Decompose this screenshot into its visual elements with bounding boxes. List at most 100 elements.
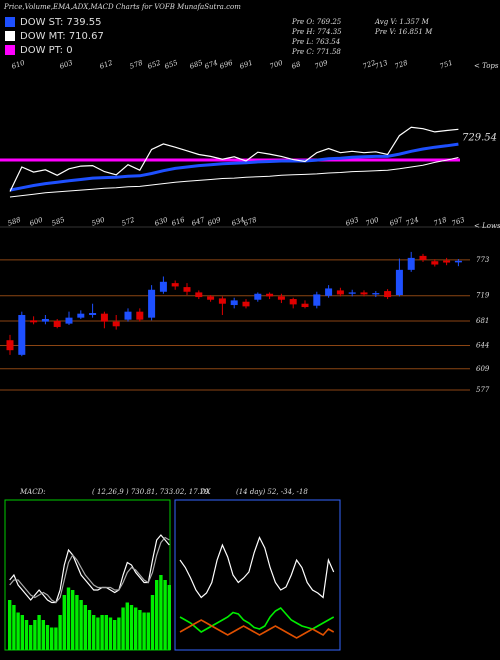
macd-bar bbox=[134, 607, 138, 650]
macd-frame bbox=[4, 499, 171, 651]
low-label: 678 bbox=[243, 215, 259, 227]
legend-swatch bbox=[5, 45, 15, 55]
macd-bar bbox=[138, 610, 142, 650]
candle-body bbox=[112, 321, 120, 327]
candle-body bbox=[372, 293, 380, 295]
stat: Pre C: 771.58 bbox=[291, 48, 341, 56]
low-label: 588 bbox=[7, 215, 23, 227]
macd-label: MACD: bbox=[19, 488, 46, 496]
candle-body bbox=[136, 311, 144, 320]
low-label: 600 bbox=[29, 215, 45, 227]
y-tick-label: 577 bbox=[476, 386, 490, 394]
y-tick-label: 609 bbox=[476, 365, 490, 373]
macd-bar bbox=[155, 580, 159, 650]
macd-bar bbox=[129, 605, 134, 650]
macd-bar bbox=[12, 605, 16, 650]
candle-body bbox=[207, 296, 215, 300]
candle-body bbox=[325, 288, 333, 296]
top-label: 700 bbox=[269, 58, 285, 70]
adx-line bbox=[179, 535, 335, 599]
low-label: 630 bbox=[154, 215, 170, 227]
macd-bar bbox=[146, 612, 150, 650]
low-label: 724 bbox=[405, 216, 420, 228]
macd-bar bbox=[96, 617, 100, 650]
low-label: 700 bbox=[365, 215, 381, 227]
low-label: 697 bbox=[389, 215, 405, 227]
macd-bar bbox=[62, 595, 66, 650]
macd-bar bbox=[87, 610, 92, 650]
candle-body bbox=[148, 289, 156, 318]
ema-line bbox=[9, 157, 459, 198]
candle-body bbox=[30, 320, 38, 323]
candle-body bbox=[183, 287, 191, 292]
candle-body bbox=[266, 293, 274, 297]
candle-body bbox=[348, 292, 356, 294]
low-label: 585 bbox=[51, 215, 67, 227]
low-label: 693 bbox=[345, 215, 361, 227]
candle-body bbox=[277, 296, 285, 300]
macd-line bbox=[9, 534, 170, 604]
top-label: 68 bbox=[291, 60, 303, 71]
adx-params: (14 day) 52, -34, -18 bbox=[236, 488, 308, 496]
top-label: 603 bbox=[59, 58, 75, 70]
candle-body bbox=[242, 301, 250, 307]
top-label: 709 bbox=[314, 58, 330, 70]
top-label: 696 bbox=[219, 58, 235, 70]
macd-bar bbox=[79, 600, 83, 650]
candle-body bbox=[431, 261, 439, 265]
top-label: 612 bbox=[99, 58, 115, 70]
candle-body bbox=[407, 257, 415, 270]
macd-bar bbox=[125, 602, 129, 650]
macd-bar bbox=[163, 580, 167, 650]
top-label: 751 bbox=[439, 59, 454, 71]
macd-bar bbox=[167, 585, 171, 650]
candle-body bbox=[254, 293, 262, 300]
macd-params: ( 12,26,9 ) 730.81, 733.02, 17.79 bbox=[92, 488, 209, 496]
candle-body bbox=[384, 291, 392, 298]
candle-body bbox=[159, 281, 167, 292]
macd-bar bbox=[20, 615, 24, 650]
macd-bar bbox=[24, 620, 29, 650]
legend-label: DOW PT: 0 bbox=[20, 45, 73, 56]
adx-line bbox=[179, 606, 335, 633]
candle-body bbox=[77, 313, 85, 318]
low-label: 763 bbox=[451, 215, 467, 227]
stat: Pre O: 769.25 bbox=[291, 18, 342, 26]
low-label: 718 bbox=[433, 215, 449, 227]
top-label: 713 bbox=[374, 58, 390, 70]
macd-bar bbox=[83, 605, 87, 650]
top-label: 674 bbox=[204, 59, 219, 71]
candle-body bbox=[18, 315, 26, 355]
macd-bar bbox=[150, 595, 155, 650]
macd-bar bbox=[41, 620, 45, 650]
top-label: 655 bbox=[164, 58, 180, 70]
macd-bar bbox=[108, 617, 113, 650]
y-tick-label: 644 bbox=[476, 342, 489, 350]
macd-bar bbox=[71, 590, 75, 650]
legend-label: DOW ST: 739.55 bbox=[20, 17, 102, 28]
macd-bar bbox=[58, 615, 62, 650]
legend-label: DOW MT: 710.67 bbox=[20, 31, 104, 42]
macd-bar bbox=[104, 615, 108, 650]
legend-swatch bbox=[5, 31, 15, 41]
y-tick-label: 773 bbox=[476, 256, 490, 264]
low-marker: < Lows bbox=[474, 222, 500, 230]
candle-body bbox=[100, 313, 108, 322]
ema-line bbox=[9, 142, 459, 192]
macd-bar bbox=[8, 600, 12, 650]
macd-bar bbox=[121, 607, 125, 650]
macd-bar bbox=[45, 625, 50, 650]
candle-body bbox=[419, 255, 427, 260]
macd-bar bbox=[117, 617, 121, 650]
candle-body bbox=[41, 318, 49, 322]
adx-label: DX bbox=[199, 488, 212, 496]
macd-bar bbox=[75, 595, 79, 650]
ema-label: 729.54 bbox=[462, 133, 497, 144]
low-label: 647 bbox=[191, 215, 207, 227]
top-label: 652 bbox=[147, 58, 163, 70]
macd-bar bbox=[113, 620, 117, 650]
macd-bar bbox=[50, 627, 54, 650]
candle-body bbox=[65, 317, 73, 324]
stat: Pre L: 763.54 bbox=[291, 38, 340, 46]
